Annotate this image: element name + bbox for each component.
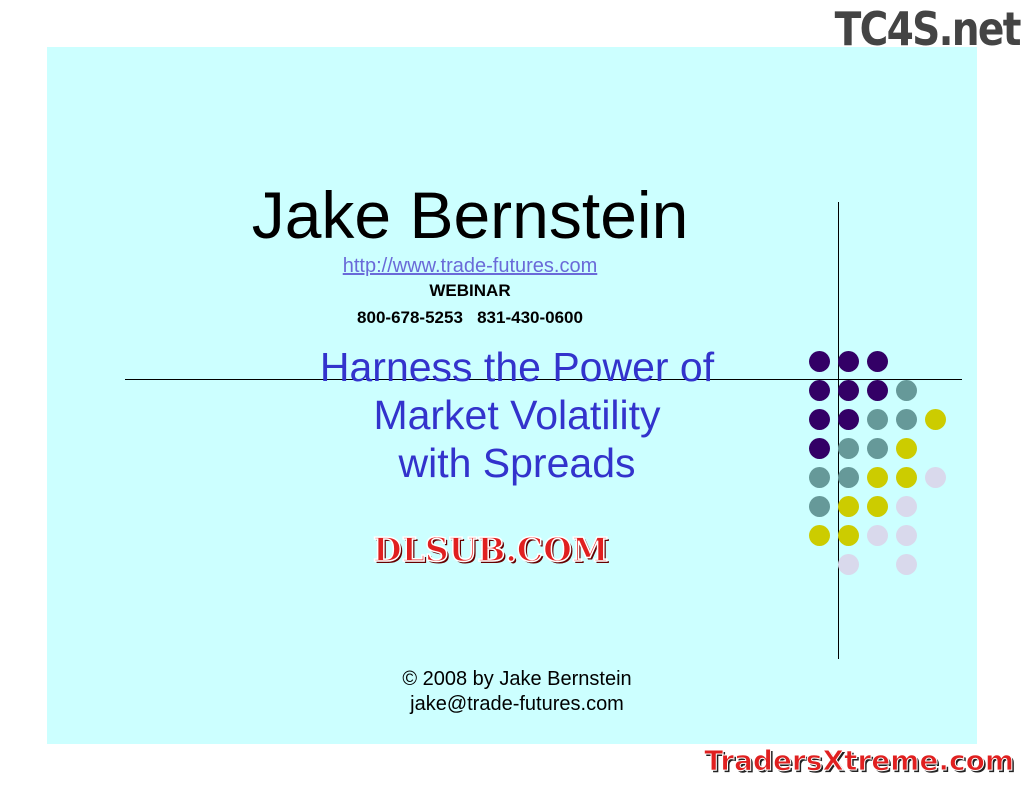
email: jake@trade-futures.com — [410, 693, 624, 715]
decorative-dot — [896, 409, 917, 430]
decorative-dot — [925, 467, 946, 488]
decorative-dot — [867, 438, 888, 459]
decorative-dot — [896, 496, 917, 517]
decorative-dot — [809, 409, 830, 430]
decorative-dot — [809, 525, 830, 546]
decorative-dot — [838, 554, 859, 575]
decorative-dot — [838, 409, 859, 430]
decorative-dot — [809, 467, 830, 488]
decorative-dot — [838, 380, 859, 401]
subtitle-line-1: Harness the Power of — [319, 344, 715, 390]
decorative-dot — [838, 438, 859, 459]
horizontal-divider — [125, 379, 962, 380]
subtitle-line-3: with Spreads — [398, 440, 636, 486]
decorative-dot — [809, 380, 830, 401]
decorative-dot — [896, 467, 917, 488]
decorative-dot — [867, 409, 888, 430]
event-label: WEBINAR — [429, 281, 511, 300]
dlsub-watermark: DLSUB.COM — [372, 529, 609, 570]
decorative-dot — [896, 525, 917, 546]
decorative-dot — [838, 351, 859, 372]
website-link[interactable]: http://www.trade-futures.com — [342, 255, 598, 277]
slide: Jake Bernstein http://www.trade-futures.… — [47, 47, 977, 744]
vertical-divider — [838, 202, 839, 659]
decorative-dot — [896, 380, 917, 401]
decorative-dot — [809, 496, 830, 517]
decorative-dot — [809, 351, 830, 372]
tradersxtreme-watermark: TradersXtreme.com — [704, 744, 1015, 778]
decorative-dot — [838, 467, 859, 488]
decorative-dot — [896, 554, 917, 575]
decorative-dot — [867, 380, 888, 401]
decorative-dot — [925, 409, 946, 430]
decorative-dot — [896, 438, 917, 459]
decorative-dot — [867, 467, 888, 488]
phone-numbers: 800-678-5253 831-430-0600 — [357, 308, 583, 327]
decorative-dot — [838, 525, 859, 546]
copyright: © 2008 by Jake Bernstein — [402, 668, 632, 690]
decorative-dot — [809, 438, 830, 459]
decorative-dot — [867, 351, 888, 372]
decorative-dot — [867, 525, 888, 546]
decorative-dot — [838, 496, 859, 517]
tc4s-watermark: TC4S.net — [834, 2, 1022, 56]
presenter-name: Jake Bernstein — [251, 178, 689, 252]
decorative-dot — [867, 496, 888, 517]
subtitle-line-2: Market Volatility — [373, 392, 661, 438]
